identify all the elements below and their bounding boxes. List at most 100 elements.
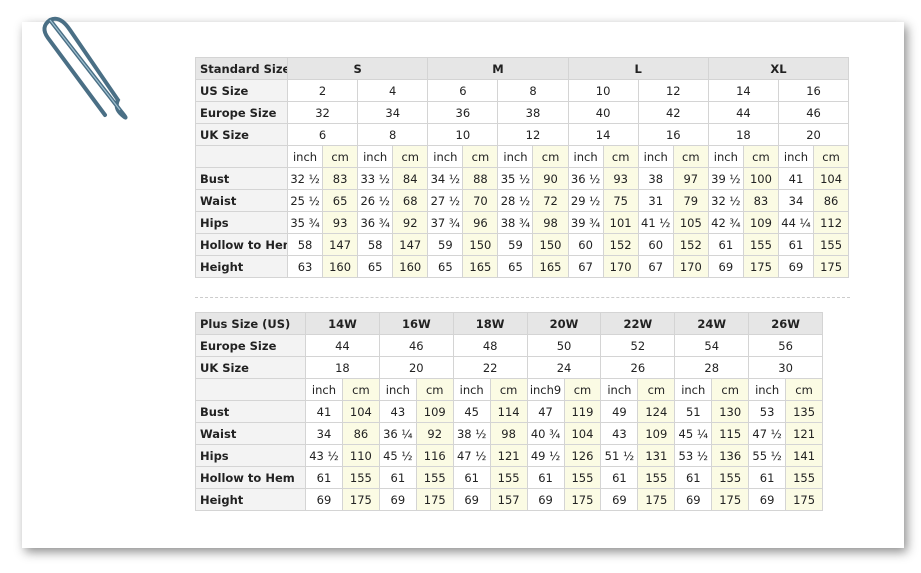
table-row: inch cm inch cm inch cm inch9 cm inch cm inch cm inc… [195, 378, 824, 401]
row-label: Height [195, 488, 306, 511]
table-cell: 84 [392, 167, 429, 190]
table-cell: 36 ½ [567, 167, 604, 190]
table-cell: 112 [813, 211, 850, 234]
paperclip [42, 16, 128, 120]
table-cell: 68 [392, 189, 429, 212]
table-cell: inch [378, 378, 417, 401]
table-cell: 147 [322, 233, 359, 256]
table-cell: 22W [600, 312, 676, 335]
table-cell: 131 [637, 444, 676, 467]
table-cell: 20W [526, 312, 602, 335]
table-cell: 69 [305, 488, 343, 511]
table-cell: inch [707, 145, 744, 168]
table-row: Hollow to Hem 61 155 61 155 61 155 61 155 61 155 61… [195, 466, 824, 489]
table-cell: cm [489, 378, 528, 401]
table-cell: 20 [378, 356, 454, 379]
table-cell: inch [637, 145, 674, 168]
table-cell: 51 ½ [600, 444, 639, 467]
row-label: Hollow to Hem [195, 466, 306, 489]
table-cell: 20 [777, 123, 850, 146]
table-cell: 50 [526, 334, 602, 357]
table-cell: 25 ½ [286, 189, 324, 212]
size-table-standard: Standard Size S M L XL US Size 2 4 6 8 10 12 14 16 Eur… [195, 57, 850, 278]
table-cell: 45 [452, 400, 491, 423]
table-cell: 60 [567, 233, 604, 256]
table-cell: 14 [567, 123, 639, 146]
table-cell: 45 ½ [378, 444, 417, 467]
table-cell: 175 [637, 488, 676, 511]
table-cell: 61 [526, 466, 565, 489]
table-row: UK Size 18 20 22 24 26 28 30 [195, 356, 824, 379]
table-cell: 69 [378, 488, 417, 511]
table-cell: 98 [489, 422, 528, 445]
table-cell: cm [785, 378, 824, 401]
table-cell: 38 ¾ [497, 211, 534, 234]
table-cell: 46 [777, 101, 850, 124]
row-label: Hips [195, 211, 288, 234]
table-cell: 18 [305, 356, 380, 379]
table-cell: 101 [602, 211, 639, 234]
table-cell: 152 [602, 233, 639, 256]
table-cell: 54 [674, 334, 750, 357]
table-cell: 109 [742, 211, 779, 234]
table-cell: 14 [707, 79, 779, 102]
table-cell: 59 [427, 233, 464, 256]
separator [195, 297, 850, 298]
table-row: Plus Size (US) 14W 16W 18W 20W 22W 24W 26W [195, 312, 824, 335]
table-cell: 18 [707, 123, 779, 146]
table-cell: cm [341, 378, 380, 401]
table-cell: 44 [707, 101, 779, 124]
table-cell: 26 ½ [357, 189, 394, 212]
table-row: Height 63 160 65 160 65 165 65 165 67 170 67 170 69 17… [195, 255, 850, 278]
row-label: Bust [195, 400, 306, 423]
table-row: Hips 43 ½ 110 45 ½ 116 47 ½ 121 49 ½ 126 51 ½ 131 5… [195, 444, 824, 467]
table-cell: 175 [785, 488, 824, 511]
table-cell: 18W [452, 312, 528, 335]
row-label: Bust [195, 167, 288, 190]
table-cell: 83 [742, 189, 779, 212]
table-cell: 109 [637, 422, 676, 445]
table-cell: 70 [462, 189, 499, 212]
table-cell: 46 [378, 334, 454, 357]
table-cell: 27 ½ [427, 189, 464, 212]
table-cell: cm [415, 378, 454, 401]
table-cell: 121 [489, 444, 528, 467]
table-cell: 49 [600, 400, 639, 423]
table-cell: 65 [427, 255, 464, 278]
table-cell: 93 [602, 167, 639, 190]
table-row: Hollow to Hem 58 147 58 147 59 150 59 150 60 152 60… [195, 233, 850, 256]
table-cell: 155 [637, 466, 676, 489]
table-cell: 109 [415, 400, 454, 423]
table-cell: inch [777, 145, 815, 168]
table-cell: 65 [322, 189, 359, 212]
table-cell: cm [742, 145, 779, 168]
table-cell: 124 [637, 400, 676, 423]
table-cell: 92 [392, 211, 429, 234]
table-cell: cm [462, 145, 499, 168]
table-cell: 34 [357, 101, 429, 124]
table-row: Bust 32 ½ 83 33 ½ 84 34 ½ 88 35 ½ 90 36 ½ 93 38 97 39… [195, 167, 850, 190]
row-label: Waist [195, 189, 288, 212]
table-cell: 155 [813, 233, 850, 256]
table-cell: 16 [637, 123, 709, 146]
table-cell: 38 [637, 167, 674, 190]
table-cell: 114 [489, 400, 528, 423]
table-cell: 24 [526, 356, 602, 379]
table-cell: 53 ½ [674, 444, 713, 467]
table-cell: cm [602, 145, 639, 168]
row-label: Waist [195, 422, 306, 445]
table-cell: 2 [286, 79, 359, 102]
table-cell: cm [392, 145, 429, 168]
table-cell: inch [305, 378, 343, 401]
table-row: Europe Size 44 46 48 50 52 54 56 [195, 334, 824, 357]
table-cell: 61 [305, 466, 343, 489]
table-cell: 51 [674, 400, 713, 423]
table-cell: 175 [415, 488, 454, 511]
table-cell: 61 [777, 233, 815, 256]
table-cell: inch [357, 145, 394, 168]
table-cell: 119 [563, 400, 602, 423]
table-cell: 43 ½ [305, 444, 343, 467]
table-cell: 126 [563, 444, 602, 467]
table-cell: inch [497, 145, 534, 168]
